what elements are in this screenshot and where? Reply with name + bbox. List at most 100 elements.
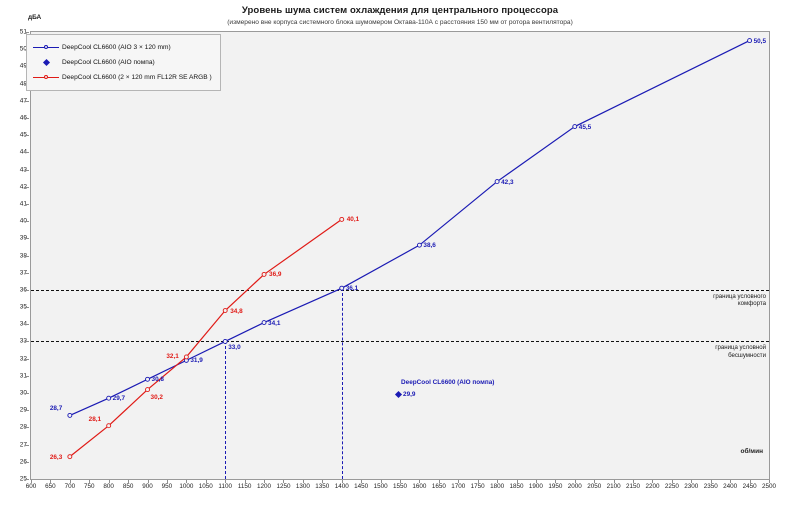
y-axis-tick-mark xyxy=(25,393,29,395)
y-axis-tick-label: 34 xyxy=(19,320,27,328)
x-axis-tick-label: 1000 xyxy=(179,483,194,490)
x-axis-tick-mark xyxy=(264,480,266,483)
x-axis-tick-mark xyxy=(186,480,188,483)
x-axis-tick-mark xyxy=(710,480,712,483)
y-axis-tick-mark xyxy=(25,255,29,257)
data-point-marker xyxy=(145,387,150,393)
y-axis-unit: дБА xyxy=(28,14,42,21)
legend-line-icon xyxy=(33,75,59,79)
y-axis-tick-label: 48 xyxy=(19,80,27,88)
x-axis-tick-label: 1400 xyxy=(334,483,349,490)
y-axis-tick-label: 38 xyxy=(19,252,27,259)
x-axis-tick-mark xyxy=(691,480,693,483)
y-axis-tick-mark xyxy=(25,479,29,480)
data-point-label: 50,5 xyxy=(753,37,767,45)
x-axis-tick-mark xyxy=(283,480,285,483)
y-axis-tick-label: 45 xyxy=(19,131,27,139)
y-axis-tick-label: 43 xyxy=(19,166,27,174)
y-axis-tick-mark xyxy=(25,152,29,154)
x-axis-tick-label: 2000 xyxy=(567,483,582,490)
y-axis-tick-label: 46 xyxy=(19,114,27,122)
data-point-label: 30,8 xyxy=(151,376,164,384)
x-axis-tick-label: 1550 xyxy=(392,483,408,490)
x-axis-tick-label: 1100 xyxy=(218,483,232,490)
reference-line-vertical xyxy=(341,288,343,479)
x-axis-tick-mark xyxy=(69,480,71,483)
y-axis-tick-label: 30 xyxy=(19,389,27,397)
data-point-label: 29,9 xyxy=(403,390,416,398)
y-axis-tick-label: 35 xyxy=(19,303,27,311)
x-axis-tick-mark xyxy=(361,480,363,483)
data-point-marker xyxy=(67,454,73,460)
y-axis-tick-mark xyxy=(25,427,29,429)
y-axis-tick-mark xyxy=(25,186,29,188)
data-point-marker xyxy=(67,412,73,418)
x-axis-tick-mark xyxy=(89,480,91,483)
y-axis-tick-mark xyxy=(25,307,29,309)
reference-line-label: граница условного комфорта xyxy=(713,292,766,308)
data-point-marker xyxy=(339,285,345,291)
y-axis-tick-label: 33 xyxy=(19,337,27,345)
legend-item[interactable]: DeepCool CL6600 (AIO помпа) xyxy=(33,55,212,70)
x-axis-tick-label: 1650 xyxy=(431,483,446,490)
data-point-label: 36,9 xyxy=(269,271,282,279)
data-point-label: 45,5 xyxy=(578,123,592,131)
x-axis-tick-mark xyxy=(244,480,246,483)
x-axis-tick-label: 950 xyxy=(161,483,173,490)
data-point-marker xyxy=(572,124,578,130)
x-axis-tick-mark xyxy=(380,480,382,483)
data-point-marker xyxy=(145,376,150,382)
legend-item-label: DeepCool CL6600 (2 × 120 mm FL12R SE ARG… xyxy=(62,74,212,81)
y-axis-tick-label: 36 xyxy=(19,286,27,294)
data-point-marker xyxy=(747,38,753,44)
y-axis-tick-label: 37 xyxy=(19,269,27,277)
x-axis-tick-label: 750 xyxy=(83,483,95,490)
y-axis-tick-label: 27 xyxy=(19,441,27,449)
x-axis-tick-label: 1200 xyxy=(257,483,272,490)
y-axis-tick-label: 49 xyxy=(19,62,27,70)
x-axis-tick-label: 2100 xyxy=(606,483,621,490)
data-point-label: 26,3 xyxy=(49,453,63,461)
series-line xyxy=(69,218,343,458)
page-subtitle: (измерено вне корпуса системного блока ш… xyxy=(227,19,573,26)
legend-item-label: DeepCool CL6600 (AIO помпа) xyxy=(62,59,155,66)
x-axis-tick-mark xyxy=(730,480,732,483)
data-point-marker xyxy=(222,308,228,313)
x-axis-tick-label: 2400 xyxy=(723,483,738,490)
legend-item[interactable]: DeepCool CL6600 (2 × 120 mm FL12R SE ARG… xyxy=(33,70,212,85)
reference-line-vertical xyxy=(225,341,227,479)
page-title: Уровень шума систем охлаждения для центр… xyxy=(241,5,559,16)
data-point-label: 38,6 xyxy=(423,242,436,250)
legend-line-icon xyxy=(33,45,59,49)
x-axis-tick-label: 1350 xyxy=(315,483,330,490)
legend-item[interactable]: DeepCool CL6600 (AIO 3 × 120 mm) xyxy=(33,40,212,55)
x-axis-tick-mark xyxy=(400,480,401,483)
data-point-label: 30,2 xyxy=(150,393,163,401)
x-axis-tick-label: 850 xyxy=(122,483,134,490)
legend-item-label: DeepCool CL6600 (AIO 3 × 120 mm) xyxy=(62,44,171,51)
x-axis-tick-mark xyxy=(535,480,537,483)
y-axis-tick-mark xyxy=(25,169,29,171)
x-axis-tick-label: 1250 xyxy=(276,483,291,490)
y-axis-tick-mark xyxy=(25,375,29,377)
y-axis-tick-label: 51 xyxy=(19,28,27,36)
x-axis-tick-mark xyxy=(633,480,635,483)
data-point-marker xyxy=(416,242,422,248)
x-axis-tick-mark xyxy=(166,480,168,483)
x-axis-tick-label: 600 xyxy=(25,483,37,490)
x-axis-tick-mark xyxy=(419,480,421,483)
y-axis-tick-label: 28 xyxy=(19,423,27,431)
y-axis-tick-label: 41 xyxy=(19,200,27,208)
y-axis-tick-label: 29 xyxy=(19,406,27,414)
data-point-marker xyxy=(183,354,189,360)
x-axis-tick-mark xyxy=(128,480,130,483)
y-axis-tick-label: 47 xyxy=(19,97,27,105)
data-point-label: 28,7 xyxy=(49,405,63,413)
x-axis-tick-mark xyxy=(322,480,324,483)
data-point-marker xyxy=(261,271,267,277)
x-axis-tick-mark xyxy=(341,480,343,483)
x-axis-tick-label: 1500 xyxy=(373,483,388,490)
data-point-label: 32,1 xyxy=(166,352,179,360)
